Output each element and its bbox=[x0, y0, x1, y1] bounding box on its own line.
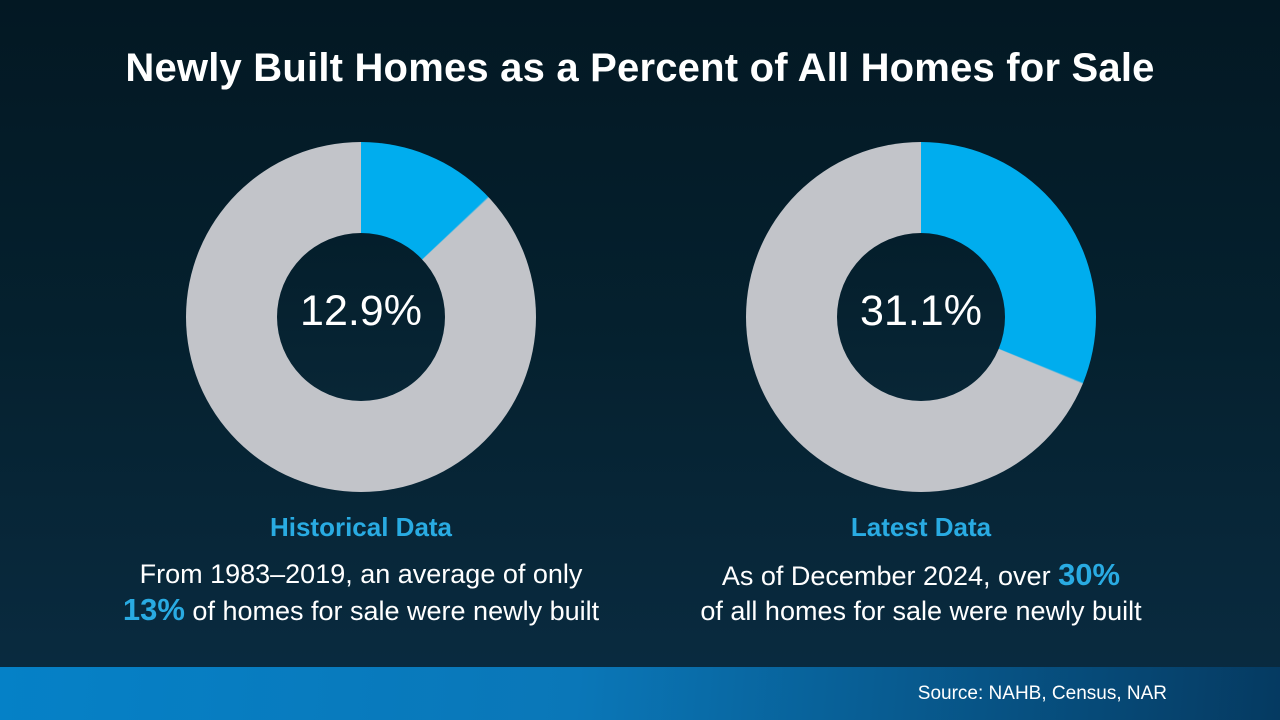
caption-highlight: 30% bbox=[1058, 557, 1121, 592]
chart-caption-historical: From 1983–2019, an average of only 13% o… bbox=[111, 557, 611, 629]
donut-chart-latest: 31.1% bbox=[746, 142, 1096, 492]
donut-center-value: 31.1% bbox=[860, 286, 982, 335]
caption-text-post: of all homes for sale were newly built bbox=[700, 596, 1142, 626]
caption-text-pre: From 1983–2019, an average of only bbox=[139, 559, 583, 589]
chart-caption-latest: As of December 2024, over 30% of all hom… bbox=[671, 557, 1171, 629]
caption-highlight: 13% bbox=[122, 592, 185, 627]
chart-latest: 31.1% Latest Data As of December 2024, o… bbox=[671, 142, 1171, 629]
donut-hole: 12.9% bbox=[277, 233, 445, 401]
donut-center-value: 12.9% bbox=[300, 286, 422, 335]
donut-hole: 31.1% bbox=[837, 233, 1005, 401]
page-title: Newly Built Homes as a Percent of All Ho… bbox=[125, 46, 1155, 90]
caption-text-post: of homes for sale were newly built bbox=[184, 596, 600, 626]
chart-subtitle-historical: Historical Data bbox=[269, 512, 453, 542]
source-attribution: Source: NAHB, Census, NAR bbox=[917, 682, 1167, 704]
chart-historical: 12.9% Historical Data From 1983–2019, an… bbox=[111, 142, 611, 629]
chart-subtitle-latest: Latest Data bbox=[850, 512, 992, 542]
caption-text-pre: As of December 2024, over bbox=[721, 561, 1059, 591]
footer-bar: Source: NAHB, Census, NAR bbox=[0, 667, 1280, 720]
donut-chart-historical: 12.9% bbox=[186, 142, 536, 492]
